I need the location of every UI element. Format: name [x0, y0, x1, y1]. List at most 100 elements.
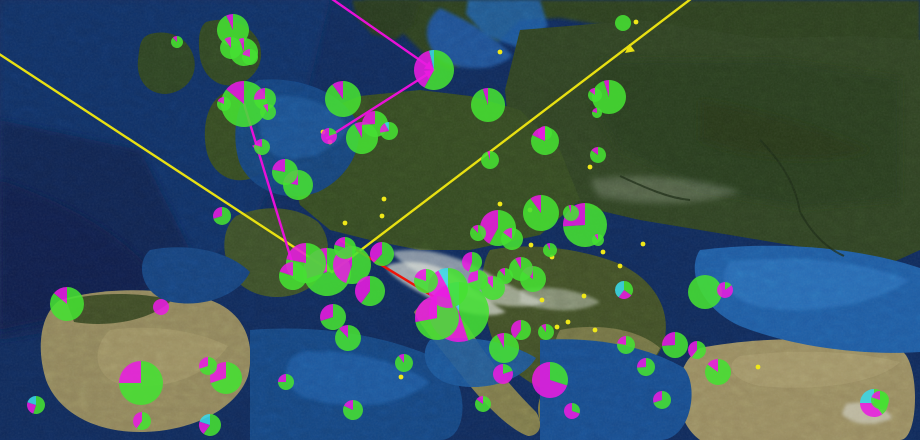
pie-marker[interactable]	[688, 341, 707, 359]
pie-slice[interactable]	[860, 403, 883, 418]
pie-marker[interactable]	[592, 234, 604, 246]
pie-marker[interactable]	[688, 275, 722, 309]
pie-marker[interactable]	[199, 414, 221, 436]
point-dot[interactable]	[381, 196, 387, 202]
pie-marker[interactable]	[543, 243, 558, 257]
pie-slice[interactable]	[515, 257, 521, 269]
pie-slice[interactable]	[136, 412, 151, 431]
pie-slice[interactable]	[199, 421, 210, 434]
pie-slice[interactable]	[384, 122, 389, 131]
pie-marker[interactable]	[462, 252, 483, 273]
pie-slice[interactable]	[871, 391, 880, 400]
pie-marker[interactable]	[272, 159, 298, 185]
pie-slice[interactable]	[725, 282, 732, 290]
pie-slice[interactable]	[324, 81, 361, 117]
pie-slice[interactable]	[472, 225, 478, 233]
point-dot[interactable]	[379, 213, 385, 219]
pie-slice[interactable]	[592, 108, 597, 113]
pie-slice[interactable]	[662, 332, 675, 346]
pie-marker[interactable]	[220, 81, 268, 127]
pie-slice[interactable]	[468, 252, 483, 273]
pie-marker[interactable]	[428, 268, 468, 309]
pie-marker[interactable]	[198, 357, 217, 375]
pie-slice[interactable]	[429, 50, 434, 70]
pie-slice[interactable]	[546, 243, 550, 250]
pie-marker[interactable]	[617, 336, 636, 354]
pie-slice[interactable]	[216, 14, 249, 46]
pie-slice[interactable]	[707, 359, 718, 372]
pie-marker[interactable]	[615, 15, 631, 31]
pie-marker[interactable]	[394, 354, 413, 373]
pie-marker[interactable]	[564, 403, 580, 419]
pie-marker[interactable]	[860, 389, 889, 418]
point-dot[interactable]	[581, 293, 587, 299]
pie-slice[interactable]	[220, 37, 243, 60]
connection-line-segment[interactable]	[0, 48, 334, 274]
pie-marker[interactable]	[590, 147, 606, 163]
pie-marker[interactable]	[220, 37, 243, 60]
pie-marker[interactable]	[653, 391, 671, 409]
pie-marker[interactable]	[480, 151, 499, 169]
pie-slice[interactable]	[499, 268, 505, 276]
pie-slice[interactable]	[520, 266, 547, 292]
pie-slice[interactable]	[503, 364, 513, 374]
pie-slice[interactable]	[199, 357, 217, 375]
pie-slice[interactable]	[617, 336, 626, 345]
pie-marker[interactable]	[370, 242, 395, 267]
point-dot[interactable]	[587, 164, 593, 170]
pie-slice[interactable]	[217, 97, 232, 112]
pie-slice[interactable]	[624, 281, 633, 296]
pie-marker[interactable]	[414, 269, 438, 294]
point-dot[interactable]	[617, 263, 623, 269]
connection-line-segment[interactable]	[330, 0, 700, 274]
pie-marker[interactable]	[213, 207, 232, 226]
pie-slice[interactable]	[213, 207, 232, 226]
pie-slice[interactable]	[653, 391, 671, 409]
pie-slice[interactable]	[199, 414, 210, 425]
pie-slice[interactable]	[637, 358, 646, 368]
pie-slice[interactable]	[361, 276, 385, 307]
pie-slice[interactable]	[26, 402, 36, 414]
pie-marker[interactable]	[132, 412, 151, 431]
pie-marker[interactable]	[320, 304, 347, 330]
pie-slice[interactable]	[398, 354, 404, 363]
pie-slice[interactable]	[286, 243, 306, 263]
point-dot[interactable]	[398, 374, 404, 380]
pie-slice[interactable]	[591, 147, 598, 155]
pie-slice[interactable]	[226, 81, 244, 104]
pie-slice[interactable]	[448, 268, 468, 308]
pie-slice[interactable]	[373, 242, 395, 267]
pie-marker[interactable]	[637, 358, 655, 377]
pie-slice[interactable]	[339, 325, 348, 338]
pie-slice[interactable]	[424, 50, 454, 91]
pie-slice[interactable]	[217, 97, 224, 104]
pie-marker[interactable]	[532, 362, 568, 398]
point-dot[interactable]	[497, 201, 503, 207]
pie-marker[interactable]	[500, 228, 523, 250]
pie-slice[interactable]	[380, 123, 389, 133]
point-dot[interactable]	[755, 364, 761, 370]
pie-slice[interactable]	[496, 333, 504, 348]
pie-marker[interactable]	[705, 359, 732, 385]
pie-slice[interactable]	[320, 304, 347, 330]
pie-marker[interactable]	[488, 333, 519, 363]
connection-line[interactable]	[330, 0, 700, 274]
pie-slice[interactable]	[688, 341, 697, 358]
point-dot[interactable]	[539, 297, 545, 303]
point-dot[interactable]	[640, 241, 646, 247]
pie-slice[interactable]	[637, 358, 655, 377]
pie-marker[interactable]	[414, 50, 454, 91]
pie-slice[interactable]	[510, 320, 521, 339]
pie-marker[interactable]	[588, 88, 602, 103]
pie-marker[interactable]	[510, 320, 531, 340]
pie-slice[interactable]	[662, 332, 688, 359]
pie-slice[interactable]	[615, 281, 624, 298]
pie-slice[interactable]	[27, 396, 36, 405]
pie-slice[interactable]	[415, 296, 437, 323]
pie-slice[interactable]	[242, 49, 250, 57]
pie-marker[interactable]	[475, 396, 491, 412]
pie-markers-layer[interactable]	[26, 14, 889, 436]
pie-marker[interactable]	[468, 270, 488, 291]
pie-marker[interactable]	[471, 88, 505, 123]
pie-slice[interactable]	[438, 268, 448, 288]
